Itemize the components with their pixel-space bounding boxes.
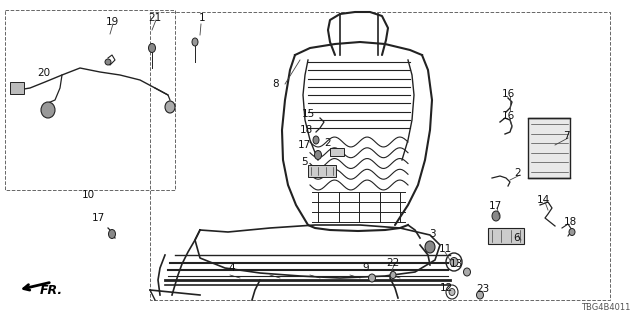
Ellipse shape (369, 274, 376, 282)
Text: 19: 19 (106, 17, 118, 27)
Bar (10, 82, 24, 94)
Text: 13: 13 (449, 259, 463, 269)
Bar (528, 118, 570, 178)
Bar (308, 165, 336, 177)
Text: 15: 15 (301, 109, 315, 119)
Text: 12: 12 (440, 283, 452, 293)
Text: 17: 17 (92, 213, 104, 223)
Ellipse shape (105, 59, 111, 65)
Text: TBG4B4011: TBG4B4011 (580, 303, 630, 312)
Ellipse shape (390, 271, 396, 278)
Text: 2: 2 (324, 138, 332, 148)
Ellipse shape (569, 228, 575, 236)
Text: 7: 7 (563, 131, 570, 141)
Text: 10: 10 (81, 190, 95, 200)
Text: 23: 23 (476, 284, 490, 294)
Text: 1: 1 (198, 13, 205, 23)
Text: 11: 11 (438, 244, 452, 254)
Ellipse shape (477, 291, 483, 299)
Text: 17: 17 (298, 140, 310, 150)
Text: 9: 9 (363, 263, 369, 273)
Ellipse shape (192, 38, 198, 46)
Text: 6: 6 (514, 233, 520, 243)
Text: 20: 20 (37, 68, 51, 78)
Text: 22: 22 (387, 258, 399, 268)
Text: 17: 17 (488, 201, 502, 211)
Ellipse shape (41, 102, 55, 118)
Bar (5, 10, 175, 190)
Text: 16: 16 (501, 111, 515, 121)
Ellipse shape (449, 289, 455, 295)
Text: 16: 16 (501, 89, 515, 99)
Text: 4: 4 (228, 263, 236, 273)
Ellipse shape (492, 211, 500, 221)
Text: 3: 3 (429, 229, 435, 239)
Ellipse shape (165, 101, 175, 113)
Text: 5: 5 (301, 157, 308, 167)
Bar (330, 148, 344, 156)
Ellipse shape (109, 229, 115, 238)
Ellipse shape (314, 150, 321, 159)
Ellipse shape (313, 136, 319, 144)
Bar (150, 12, 610, 300)
Text: 2: 2 (515, 168, 522, 178)
Text: 14: 14 (536, 195, 550, 205)
Text: 18: 18 (563, 217, 577, 227)
Bar (488, 228, 524, 244)
Text: FR.: FR. (40, 284, 63, 297)
Text: 21: 21 (148, 13, 162, 23)
Text: 18: 18 (300, 125, 312, 135)
Ellipse shape (148, 44, 156, 52)
Ellipse shape (425, 241, 435, 253)
Text: 8: 8 (273, 79, 279, 89)
Ellipse shape (450, 258, 458, 267)
Ellipse shape (463, 268, 470, 276)
